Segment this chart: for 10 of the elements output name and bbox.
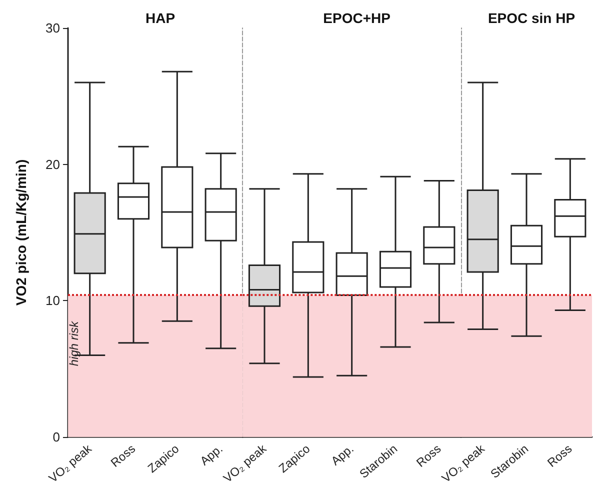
x-tick-label: App.: [197, 442, 226, 468]
chart-title: EPOC+HP: [323, 10, 390, 26]
chart-title: EPOC sin HP: [488, 10, 576, 26]
x-tick-label: App.: [328, 442, 356, 468]
y-axis-title: VO2 pico (mL/Kg/min): [13, 159, 29, 306]
y-tick-label: 0: [52, 430, 60, 444]
y-tick-label: 10: [46, 293, 60, 308]
y-tick-label: 30: [46, 20, 60, 36]
y-tick-label: 20: [46, 156, 60, 172]
chart-title: HAP: [146, 10, 176, 26]
